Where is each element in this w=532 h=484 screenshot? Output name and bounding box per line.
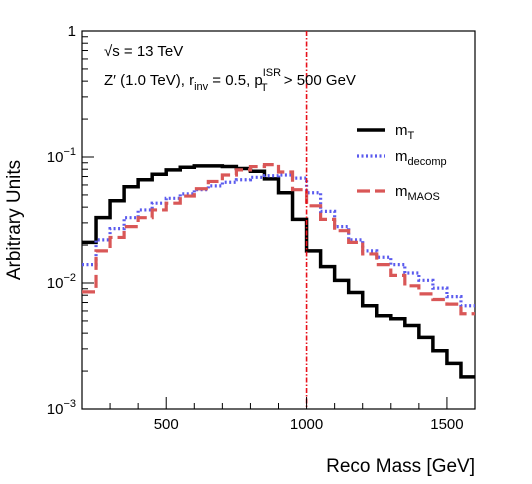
annotation-signal-sub2: T bbox=[261, 82, 268, 94]
annotation-signal-sub1: inv bbox=[194, 81, 209, 93]
x-tick-label: 500 bbox=[154, 416, 179, 433]
x-axis-ticks: 500 1000 1500 bbox=[81, 397, 476, 433]
series-layer bbox=[82, 163, 475, 379]
y-tick-label: 1 bbox=[68, 23, 76, 40]
annotation-signal: Z′ (1.0 TeV), rinv = 0.5, pISR T > 500 Ge… bbox=[104, 67, 356, 94]
annotation-signal-sup: ISR bbox=[263, 67, 281, 79]
annotation-energy: √s = 13 TeV bbox=[104, 43, 183, 60]
y-tick-label: 10−3 bbox=[47, 398, 76, 418]
series-line-maos bbox=[82, 163, 475, 316]
y-tick-label: 10−2 bbox=[47, 272, 76, 292]
legend-label-maos: mMAOS bbox=[395, 183, 440, 203]
annotation-signal-main: Z′ (1.0 TeV), r bbox=[104, 72, 194, 89]
legend-label-t: mT bbox=[395, 122, 415, 142]
x-tick-label: 1000 bbox=[290, 416, 323, 433]
legend: mT mdecomp mMAOS bbox=[357, 122, 447, 203]
x-tick-label: 1500 bbox=[430, 416, 463, 433]
y-axis-title: Arbitrary Units bbox=[4, 160, 25, 280]
legend-label-decomp: mdecomp bbox=[395, 148, 447, 168]
x-axis-title: Reco Mass [GeV] bbox=[326, 456, 475, 477]
annotation-signal-end: > 500 GeV bbox=[280, 72, 356, 89]
y-axis-ticks: 10−3 10−2 10−1 1 bbox=[47, 23, 94, 418]
series-line-decomp bbox=[82, 173, 475, 308]
annotation-signal-mid: = 0.5, p bbox=[208, 72, 263, 89]
series-line-t bbox=[82, 164, 475, 379]
y-tick-label: 10−1 bbox=[47, 146, 76, 166]
